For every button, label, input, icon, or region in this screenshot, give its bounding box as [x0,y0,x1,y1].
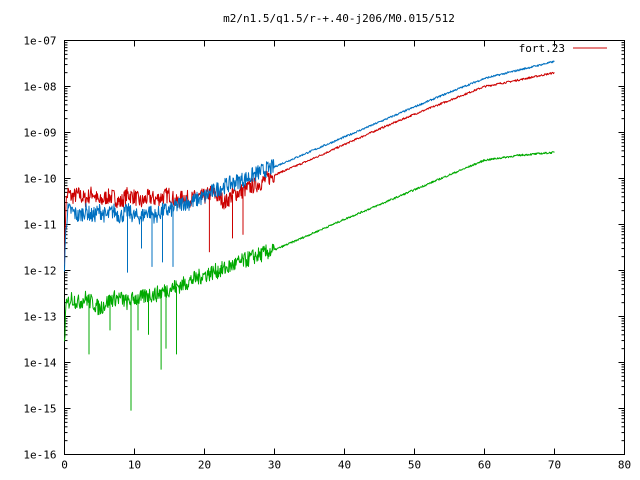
x-tick-label: 40 [338,459,351,472]
legend-label: fort.23 [519,42,565,55]
axis-ticks: 0 10 20 30 40 50 60 70 80 1e-16 1e-15 1e-14 1e-13 1e-… [23,35,631,472]
series-line-3 [64,151,555,342]
legend: fort.23 [519,42,607,55]
series-layer [64,60,555,411]
x-tick-label: 80 [618,459,631,472]
x-tick-label: 60 [478,459,491,472]
x-tick-label: 50 [408,459,421,472]
y-tick-label: 1e-15 [23,403,56,416]
y-tick-label: 1e-09 [23,127,56,140]
y-tick-label: 1e-16 [23,449,56,462]
x-tick-label: 70 [548,459,561,472]
y-tick-label: 1e-12 [23,265,56,278]
y-tick-label: 1e-14 [23,357,56,370]
x-tick-label: 10 [128,459,141,472]
y-tick-label: 1e-11 [23,219,56,232]
y-tick-label: 1e-13 [23,311,56,324]
y-tick-label: 1e-10 [23,173,56,186]
series-line-1 [64,71,555,265]
x-tick-label: 0 [61,459,68,472]
chart-title: m2/n1.5/q1.5/r-+.40-j206/M0.015/512 [223,12,455,25]
x-tick-label: 30 [268,459,281,472]
series-line-2 [64,60,555,272]
x-tick-label: 20 [198,459,211,472]
y-tick-label: 1e-08 [23,81,56,94]
plot-frame [64,40,625,455]
y-tick-label: 1e-07 [23,35,56,48]
